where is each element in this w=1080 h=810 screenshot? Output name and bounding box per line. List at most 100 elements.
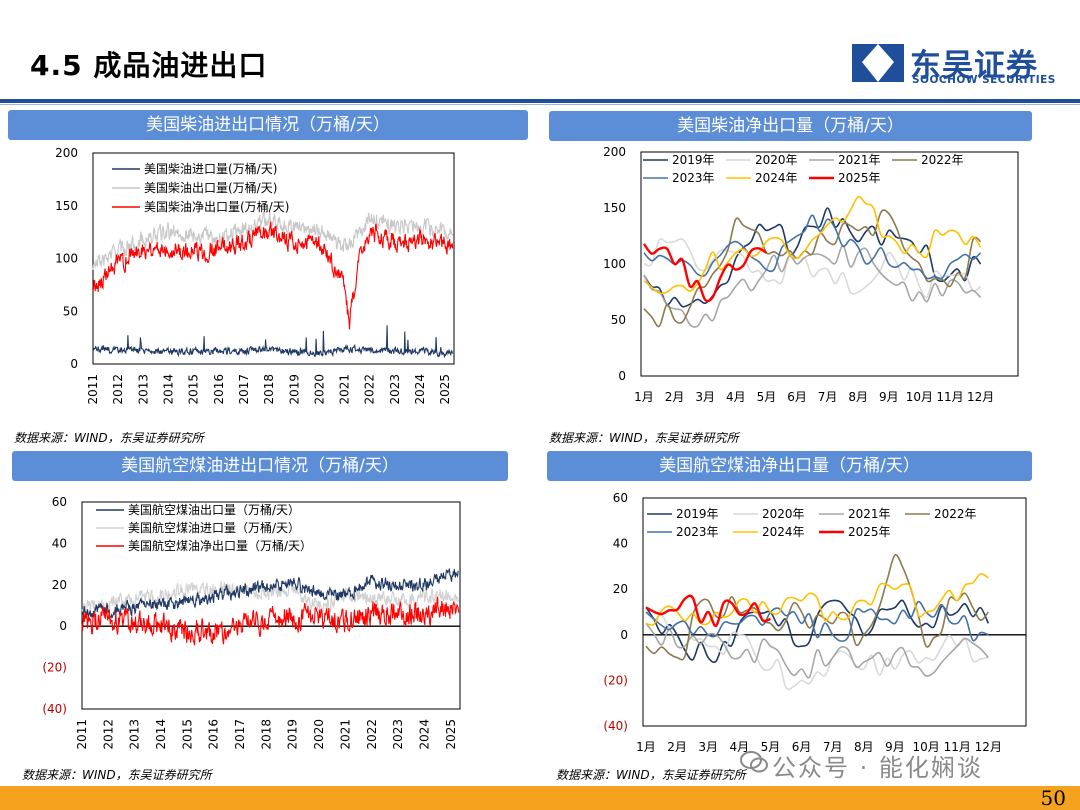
- x-tick-label: 2011: [75, 719, 89, 750]
- x-tick-label: 2024: [413, 374, 427, 405]
- x-tick-label: 2025: [438, 374, 452, 405]
- logo-mark-icon: [852, 44, 904, 82]
- x-tick-label: 2015: [187, 374, 201, 405]
- legend-label: 2019年: [676, 507, 719, 521]
- x-tick-label: 1月: [636, 740, 656, 754]
- y-tick-label: 40: [52, 536, 67, 550]
- x-tick-label: 4月: [726, 390, 746, 404]
- legend-label: 2022年: [934, 507, 977, 521]
- y-tick-label: 40: [613, 537, 628, 551]
- legend-label: 美国柴油进口量(万桶/天): [144, 161, 277, 176]
- x-tick-label: 11月: [944, 740, 971, 754]
- plot-frame: [642, 497, 1027, 727]
- chart-jet-trade: (40) (20) 0 20 40 60 2011 2012 2013 2014 2015 2016 2…: [42, 495, 461, 750]
- legend-label: 美国航空煤油净出口量（万桶/天）: [128, 538, 312, 553]
- y-tick-label: (20): [603, 673, 628, 687]
- plot-frame: [81, 501, 461, 710]
- legend-label: 2020年: [762, 507, 805, 521]
- source-note-diesel-trade: 数据来源：WIND，东吴证券研究所: [14, 431, 204, 445]
- logo-name-en: SOOCHOW SECURITIES: [912, 74, 1056, 86]
- x-tick-label: 2021: [338, 374, 352, 405]
- x-tick-label: 2011: [86, 374, 100, 405]
- x-tick-label: 2017: [233, 719, 247, 750]
- x-tick-label: 2016: [207, 719, 221, 750]
- series-line: [92, 221, 454, 330]
- x-tick-label: 7月: [823, 740, 843, 754]
- x-tick-label: 4月: [730, 740, 750, 754]
- legend-label: 美国航空煤油进口量（万桶/天）: [128, 520, 300, 535]
- x-tick-label: 8月: [848, 390, 868, 404]
- x-tick-label: 2015: [180, 719, 194, 750]
- y-tick-label: 0: [70, 357, 78, 371]
- header-divider-thin: [0, 104, 1080, 105]
- x-tick-label: 2014: [161, 374, 175, 405]
- series-line: [643, 214, 982, 280]
- x-tick-label: 10月: [906, 390, 933, 404]
- y-tick-label: 0: [620, 628, 628, 642]
- x-tick-label: 9月: [885, 740, 905, 754]
- x-tick-label: 8月: [854, 740, 874, 754]
- x-tick-label: 12月: [975, 740, 1002, 754]
- series-line: [645, 622, 989, 679]
- x-tick-label: 2014: [154, 719, 168, 750]
- x-tick-label: 2013: [136, 374, 150, 405]
- legend-label: 2025年: [848, 525, 891, 539]
- wechat-icon: [740, 751, 768, 773]
- x-tick-label: 2020: [312, 719, 326, 750]
- x-tick-label: 2021: [338, 719, 352, 750]
- series-line: [643, 207, 982, 308]
- x-tick-label: 2020: [312, 374, 326, 405]
- series-line: [92, 210, 454, 270]
- panel-title-diesel-net: 美国柴油净出口量（万桶/天）: [549, 111, 1032, 141]
- x-tick-label: 2月: [665, 390, 685, 404]
- series-line: [645, 572, 989, 626]
- chart-diesel-net: 0 50 100 150 200 1月 2月 3月 4月 5月 6月 7月 8月 9月 10月 11月 12月 2…: [603, 145, 1019, 404]
- plot-frame: [640, 151, 1019, 377]
- x-tick-label: 2024: [417, 719, 431, 750]
- x-tick-label: 2013: [128, 719, 142, 750]
- legend-label: 2024年: [755, 171, 798, 185]
- y-tick-label: 200: [55, 146, 78, 160]
- series-line: [645, 600, 989, 642]
- x-tick-label: 2018: [262, 374, 276, 405]
- header-divider: [0, 99, 1080, 103]
- plot-frame: [92, 152, 455, 365]
- x-tick-label: 2017: [237, 374, 251, 405]
- series-line: [645, 611, 989, 691]
- panel-title-jet-trade: 美国航空煤油进出口情况（万桶/天）: [12, 451, 508, 481]
- x-tick-label: 5月: [757, 390, 777, 404]
- y-tick-label: 20: [613, 582, 628, 596]
- series-line: [643, 195, 982, 295]
- x-tick-label: 3月: [698, 740, 718, 754]
- legend-label: 2022年: [921, 153, 964, 167]
- y-tick-label: 100: [603, 257, 626, 271]
- y-tick-label: 50: [611, 313, 626, 327]
- page-title: 4.5 成品油进出口: [30, 49, 268, 82]
- x-tick-label: 6月: [787, 390, 807, 404]
- legend-label: 美国柴油净出口量(万桶/天): [144, 199, 289, 214]
- series-line: [92, 325, 454, 359]
- y-tick-label: (20): [42, 661, 67, 675]
- legend-label: 2021年: [838, 153, 881, 167]
- x-tick-label: 10月: [912, 740, 939, 754]
- y-tick-label: 60: [613, 491, 628, 505]
- y-tick-label: (40): [42, 702, 67, 716]
- y-tick-label: 200: [603, 145, 626, 159]
- series-line: [645, 594, 771, 628]
- x-tick-label: 2019: [286, 719, 300, 750]
- logo-name-cn: 东吴证券: [910, 48, 1038, 84]
- x-tick-label: 3月: [695, 390, 715, 404]
- x-tick-label: 2025: [444, 719, 458, 750]
- legend-label: 2023年: [676, 525, 719, 539]
- x-tick-label: 2018: [259, 719, 273, 750]
- page-number: 50: [1040, 786, 1066, 810]
- watermark-text: 公众号 · 能化娴谈: [772, 754, 983, 782]
- x-tick-label: 2019: [287, 374, 301, 405]
- y-tick-label: 20: [52, 578, 67, 592]
- x-tick-label: 5月: [761, 740, 781, 754]
- y-tick-label: 150: [55, 199, 78, 213]
- x-tick-label: 2月: [667, 740, 687, 754]
- x-tick-label: 2022: [365, 719, 379, 750]
- x-tick-label: 2023: [388, 374, 402, 405]
- legend-label: 美国航空煤油出口量（万桶/天）: [128, 502, 300, 517]
